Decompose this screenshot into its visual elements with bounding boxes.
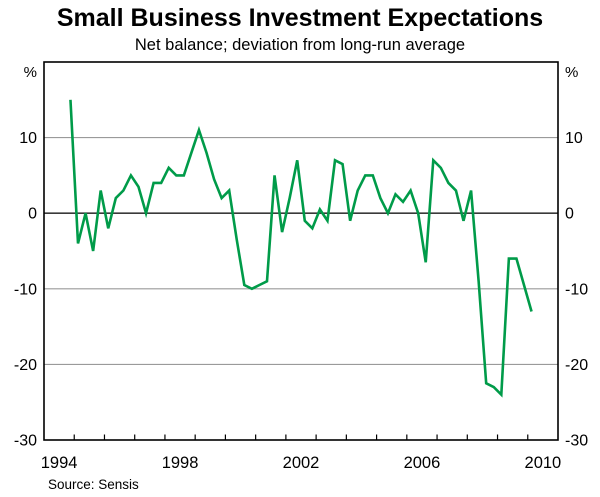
source-note: Source: Sensis: [48, 477, 139, 492]
y-axis-label-right: -10: [565, 281, 588, 298]
y-axis-label-left: -20: [14, 357, 37, 374]
y-axis-label-right: -30: [565, 433, 588, 450]
y-axis-label-left: -10: [14, 281, 37, 298]
y-axis-label-left: -30: [14, 433, 37, 450]
x-axis-label-2006: 2006: [404, 454, 441, 472]
x-axis-label-1998: 1998: [162, 454, 199, 472]
x-axis-label-2002: 2002: [283, 454, 320, 472]
y-axis-label-right: 10: [565, 130, 583, 147]
chart-subtitle: Net balance; deviation from long-run ave…: [134, 36, 466, 54]
y-axis-label-right: 0: [565, 206, 574, 223]
x-axis-label-2010: 2010: [525, 454, 562, 472]
y-axis-label-right: -20: [565, 357, 588, 374]
unit-label-left: %: [24, 64, 37, 81]
unit-label-right: %: [565, 64, 578, 81]
plot-frame: [43, 61, 559, 441]
data-line-investment-expectations: [69, 99, 533, 398]
y-axis-label-left: 0: [28, 206, 37, 223]
y-axis-label-left: 10: [19, 130, 37, 147]
x-axis-label-1994: 1994: [41, 454, 78, 472]
chart-title: Small Business Investment Expectations: [56, 4, 544, 32]
